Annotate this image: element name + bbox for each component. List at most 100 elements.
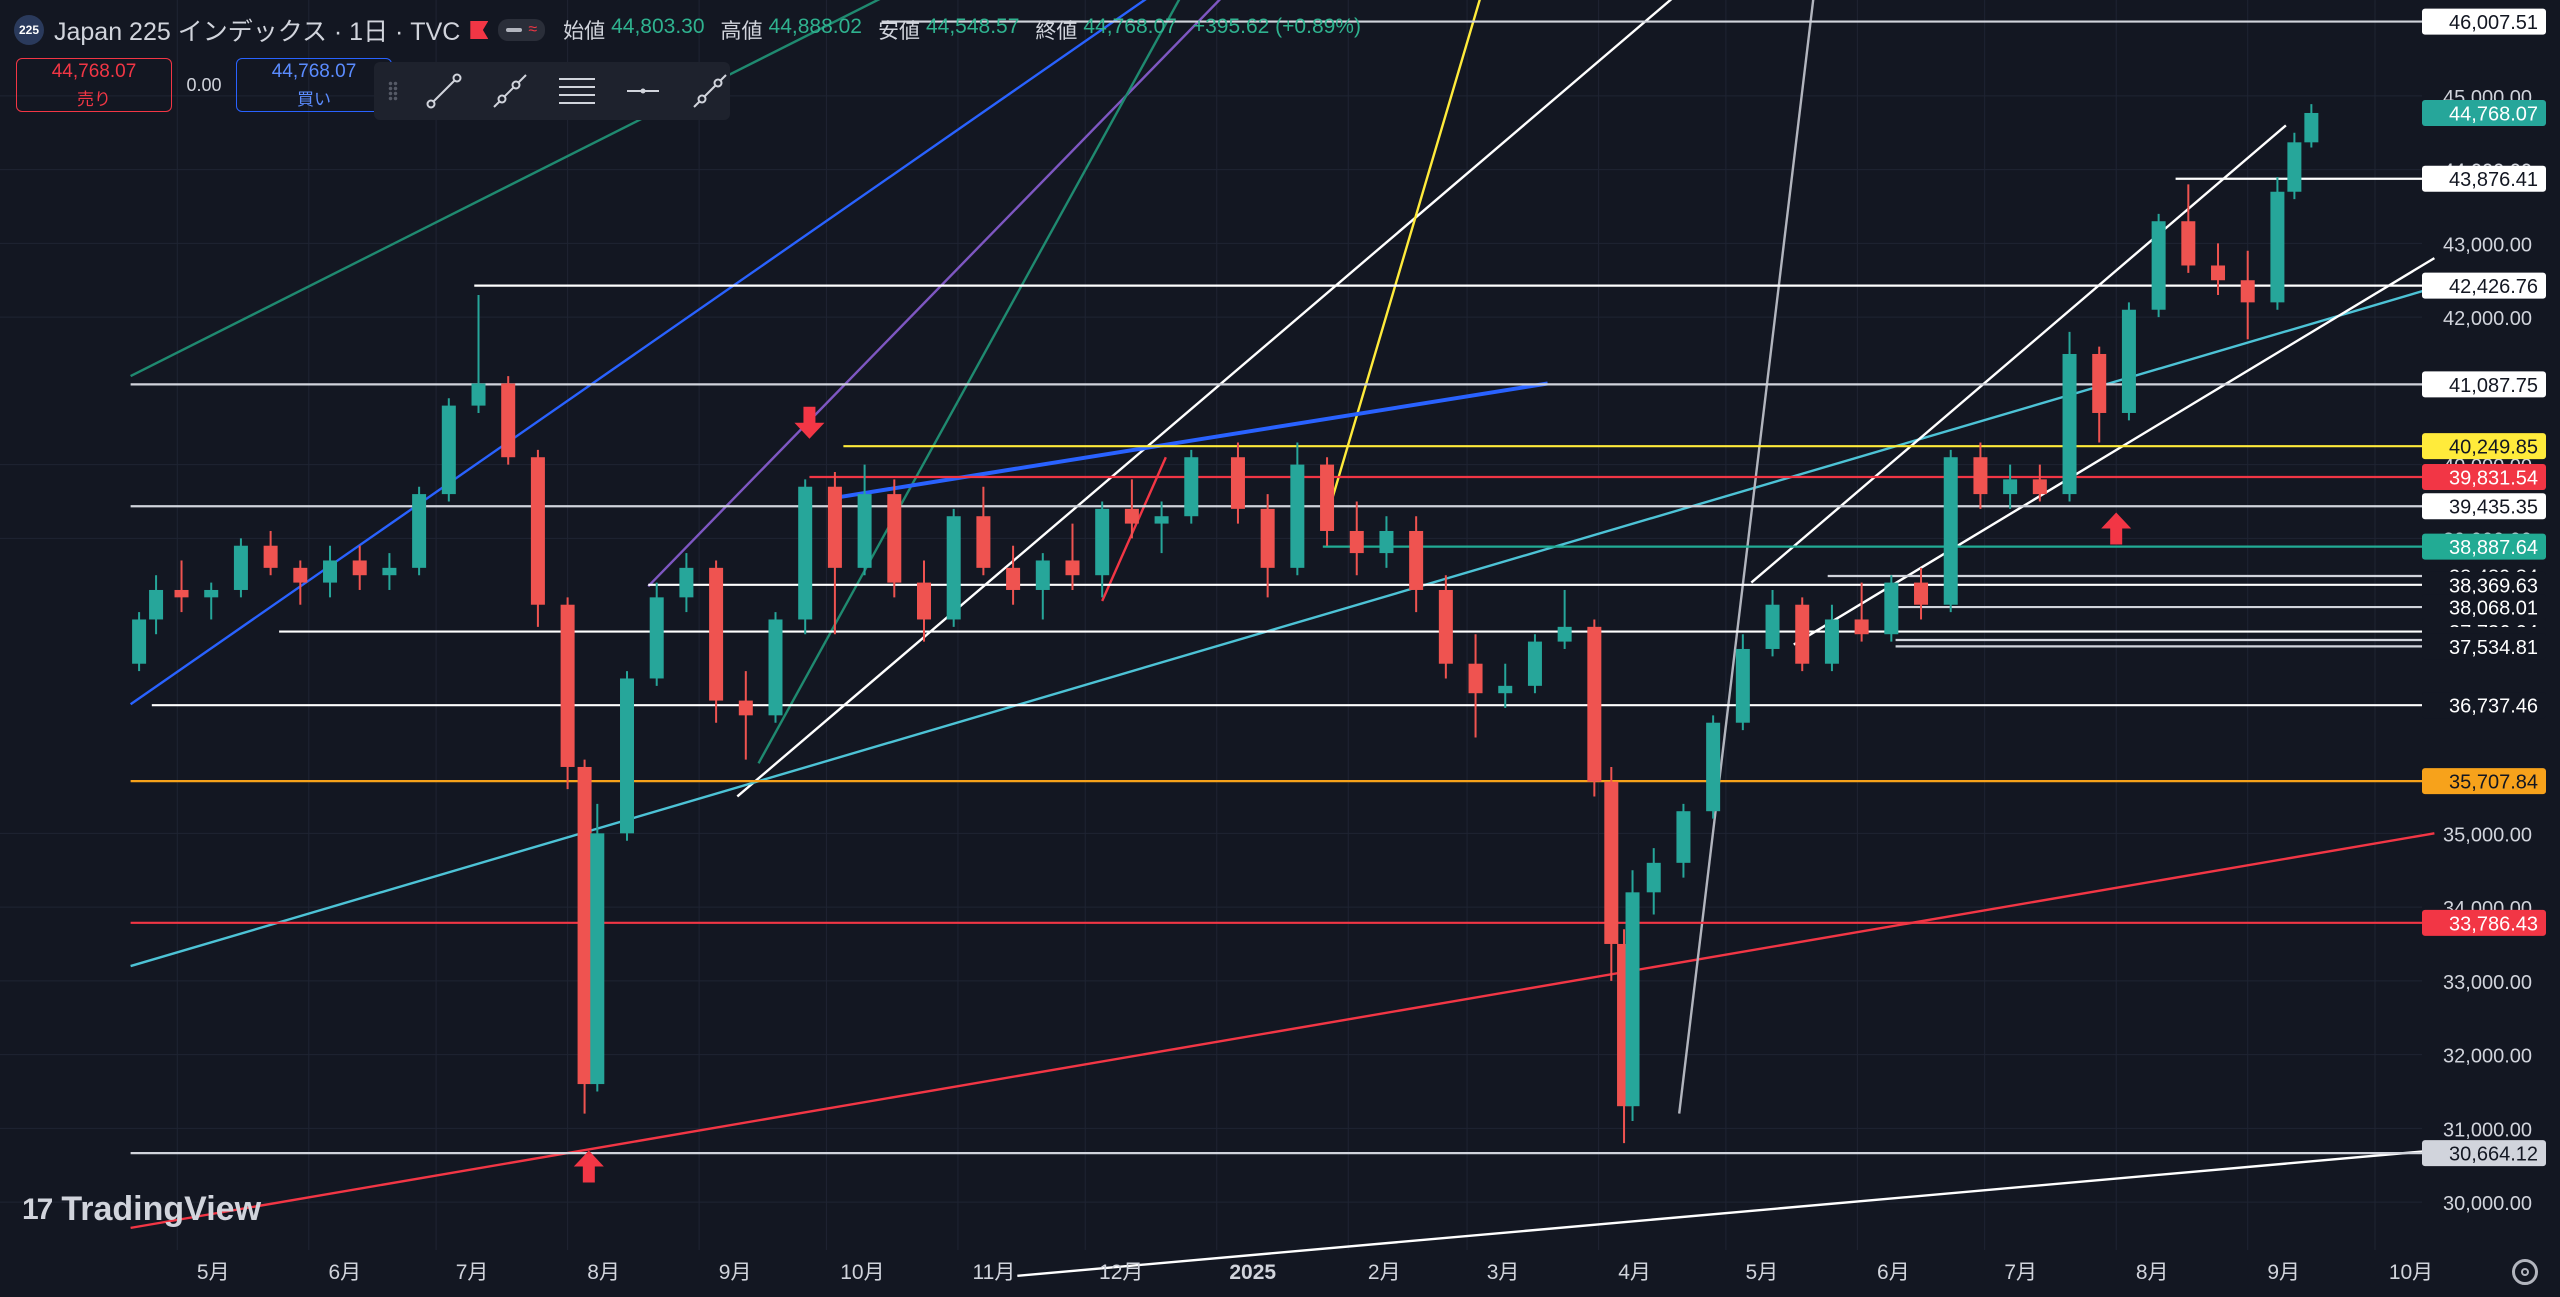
- candle-body: [560, 604, 575, 767]
- trend-line[interactable]: [1017, 1149, 2435, 1278]
- candle: [798, 479, 813, 635]
- trade-panel: 44,768.07 売り 0.00 44,768.07 買い: [16, 58, 392, 112]
- extended-line-icon[interactable]: [690, 70, 730, 112]
- trend-line[interactable]: [130, 286, 2435, 968]
- candle-body: [1587, 626, 1602, 782]
- ray-icon[interactable]: [490, 70, 530, 112]
- x-tick-label: 7月: [2004, 1261, 2037, 1284]
- candle: [709, 560, 724, 723]
- price-label[interactable]: 38,068.01: [2422, 594, 2546, 621]
- x-tick-label: 8月: [587, 1261, 620, 1284]
- tradingview-logo[interactable]: 17 TradingView: [22, 1190, 261, 1229]
- price-label[interactable]: 30,664.12: [2422, 1140, 2546, 1167]
- candle: [1184, 449, 1199, 524]
- trend-line[interactable]: [130, 0, 907, 378]
- candle: [1065, 523, 1080, 590]
- arrow-down-icon: [794, 406, 825, 439]
- candle: [1625, 870, 1640, 1121]
- candle: [1006, 545, 1021, 605]
- price-label[interactable]: 42,426.76: [2422, 272, 2546, 299]
- drawing-lines[interactable]: [129, 0, 2436, 1278]
- price-label[interactable]: 35,707.84: [2422, 768, 2546, 795]
- candle-body: [1973, 457, 1988, 495]
- symbol-badge[interactable]: 225: [14, 15, 44, 45]
- candle-body: [1154, 516, 1169, 524]
- price-label[interactable]: 33,786.43: [2422, 909, 2546, 936]
- price-label[interactable]: 41,087.75: [2422, 371, 2546, 398]
- trend-line[interactable]: [757, 0, 1188, 764]
- price-label[interactable]: 44,768.07: [2422, 99, 2546, 126]
- sell-button[interactable]: 44,768.07 売り: [16, 58, 172, 112]
- price-label-text: 38,887.64: [2449, 537, 2538, 559]
- candle: [827, 471, 842, 635]
- candle: [132, 612, 147, 672]
- candle-body: [2121, 309, 2136, 413]
- flag-icon[interactable]: [470, 21, 489, 39]
- candle-body: [530, 457, 545, 605]
- price-label[interactable]: 46,007.51: [2422, 8, 2546, 35]
- trend-line[interactable]: [834, 381, 1548, 500]
- gear-icon[interactable]: [2512, 1259, 2538, 1285]
- candle: [1035, 553, 1050, 620]
- trend-line[interactable]: [129, 0, 1166, 706]
- candle: [916, 560, 931, 642]
- x-tick-label: 3月: [1487, 1261, 1520, 1284]
- price-label-box: [2422, 272, 2546, 299]
- price-label-box: [2422, 692, 2546, 719]
- price-label[interactable]: 39,435.35: [2422, 493, 2546, 520]
- price-label-text: 33,786.43: [2449, 913, 2538, 935]
- open-value: 44,803.30: [611, 15, 705, 38]
- symbol-title[interactable]: Japan 225 インデックス · 1日 · TVC: [54, 18, 461, 46]
- price-label-text: 38,068.01: [2449, 598, 2538, 620]
- price-axis[interactable]: 45,000.0044,000.0043,000.0042,000.0040,0…: [2422, 8, 2546, 1215]
- candle: [1409, 516, 1424, 613]
- drag-handle-icon[interactable]: [388, 81, 398, 101]
- candle-body: [1854, 619, 1869, 635]
- buy-button[interactable]: 44,768.07 買い: [236, 58, 392, 112]
- trend-line[interactable]: [1101, 456, 1167, 602]
- candle-body: [577, 766, 592, 1085]
- candle-body: [798, 486, 813, 620]
- horizontal-line-icon[interactable]: [623, 70, 663, 112]
- candle: [976, 486, 991, 576]
- trend-line[interactable]: [736, 0, 1687, 798]
- high-value: 44,888.02: [768, 15, 862, 38]
- price-label[interactable]: 38,887.64: [2422, 533, 2546, 560]
- trend-line[interactable]: [1793, 257, 2436, 646]
- candle-body: [2304, 112, 2319, 143]
- price-label-box: [2422, 533, 2546, 560]
- price-label[interactable]: 38,369.63: [2422, 571, 2546, 598]
- candle: [501, 376, 516, 465]
- price-label-box: [2422, 464, 2546, 491]
- candle: [1095, 501, 1110, 598]
- trend-line[interactable]: [1678, 0, 1815, 1114]
- candle: [441, 398, 456, 502]
- sell-label: 売り: [77, 89, 111, 109]
- time-axis[interactable]: 5月 6月 7月 8月 9月 10月 11月 12月 2025 2月 3月 4月 5月 6月 7月 8月 9月 1…: [197, 1261, 2433, 1284]
- price-label[interactable]: 36,737.46: [2422, 692, 2546, 719]
- candle-body: [2211, 265, 2226, 281]
- candle: [1854, 582, 1869, 642]
- price-label[interactable]: 37,534.81: [2422, 633, 2546, 660]
- visibility-pill[interactable]: ≈: [498, 19, 546, 41]
- price-label-box: [2422, 165, 2546, 192]
- logo-text: TradingView: [61, 1190, 262, 1228]
- price-label-text: 36,737.46: [2449, 696, 2538, 718]
- high-label: 高値: [720, 20, 763, 43]
- candle-body: [1468, 663, 1483, 694]
- wave-icon: ≈: [528, 21, 538, 38]
- x-tick-label: 9月: [719, 1261, 752, 1284]
- trend-line-icon[interactable]: [424, 70, 464, 112]
- trend-line[interactable]: [130, 832, 2435, 1230]
- candle: [323, 545, 338, 598]
- candle: [2287, 132, 2302, 200]
- price-label-box: [2422, 1140, 2546, 1167]
- price-label[interactable]: 39,831.54: [2422, 464, 2546, 491]
- price-label[interactable]: 40,249.85: [2422, 433, 2546, 460]
- trend-line[interactable]: [1325, 0, 1484, 517]
- candle: [738, 671, 753, 760]
- parallel-channel-icon[interactable]: [557, 70, 597, 112]
- price-label[interactable]: 43,876.41: [2422, 165, 2546, 192]
